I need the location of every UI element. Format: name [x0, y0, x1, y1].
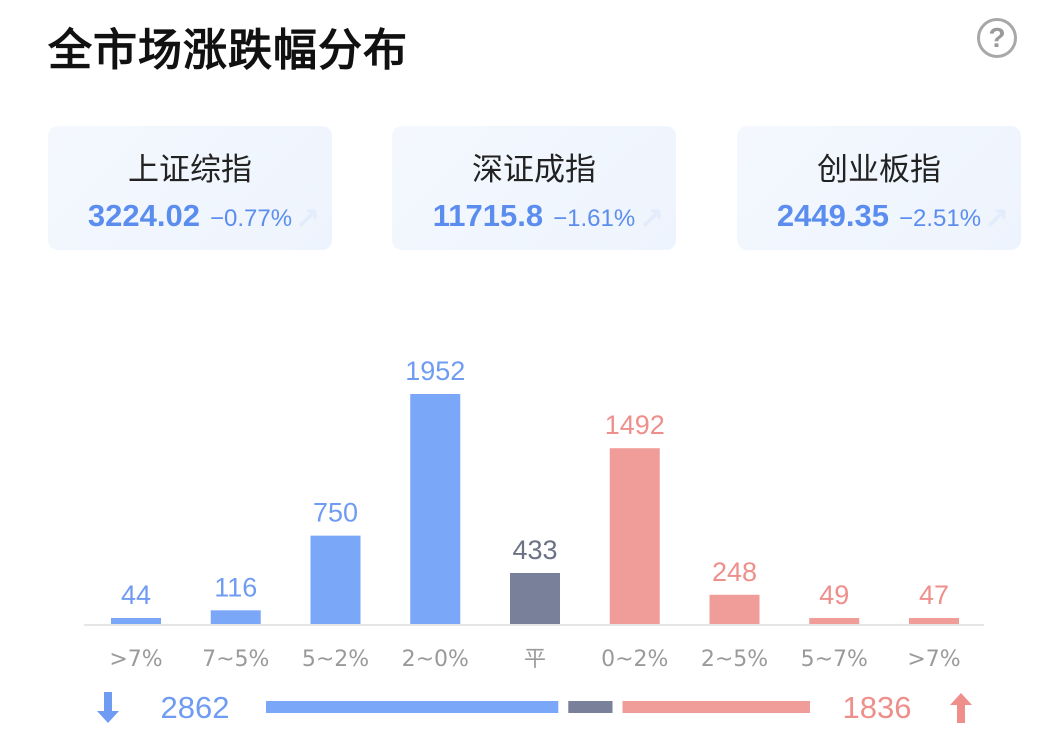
trend-watermark-icon: ↗ [983, 203, 1009, 236]
index-card-shenzhen[interactable]: 深证成指 11715.8 −1.61% ↗ [392, 126, 676, 250]
arrow-up-icon [950, 693, 972, 723]
category-label-5: 0~2% [601, 647, 668, 672]
category-label-0: >7% [109, 647, 162, 672]
page-title: 全市场涨跌幅分布 [48, 25, 408, 76]
up-total: 1836 [843, 690, 912, 725]
data-label-3: 1952 [405, 356, 465, 386]
data-label-6: 248 [712, 557, 757, 587]
bar-7 [809, 618, 860, 624]
category-label-1: 7~5% [202, 647, 269, 672]
data-label-0: 44 [121, 580, 151, 610]
data-label-1: 116 [214, 572, 257, 602]
index-change: −0.77% [209, 205, 293, 232]
bar-4 [510, 572, 560, 624]
index-value: 2449.35 [776, 198, 889, 233]
data-label-8: 47 [919, 580, 949, 610]
bar-0 [111, 618, 161, 624]
bar-5 [609, 448, 660, 624]
summary-bar-down [266, 701, 559, 713]
data-label-2: 750 [313, 498, 358, 528]
index-change: −1.61% [553, 205, 636, 232]
down-total: 2862 [161, 690, 230, 725]
data-label-5: 1492 [605, 410, 665, 440]
index-change: −2.51% [898, 205, 982, 232]
data-label-7: 49 [819, 580, 849, 610]
trend-watermark-icon: ↗ [294, 203, 320, 236]
category-label-4: 平 [524, 647, 546, 672]
index-card-chinext[interactable]: 创业板指 2449.35 −2.51% ↗ [737, 126, 1021, 250]
arrow-down-icon [97, 692, 119, 723]
trend-watermark-icon: ↗ [638, 203, 664, 236]
index-name: 创业板指 [817, 152, 941, 188]
summary-bar-up [622, 701, 810, 713]
bar-1 [210, 610, 261, 624]
bar-3 [410, 394, 461, 624]
bar-6 [709, 594, 760, 624]
index-name: 深证成指 [472, 152, 596, 188]
category-label-2: 5~2% [302, 647, 369, 672]
index-value: 3224.02 [87, 198, 200, 233]
question-circle-icon[interactable]: ? [977, 18, 1017, 58]
category-label-3: 2~0% [402, 647, 469, 672]
index-card-shanghai[interactable]: 上证综指 3224.02 −0.77% ↗ [48, 126, 332, 250]
bar-2 [310, 535, 361, 624]
data-label-4: 433 [512, 535, 557, 565]
category-label-7: 5~7% [801, 647, 868, 672]
bar-8 [909, 618, 959, 624]
category-label-8: >7% [907, 647, 960, 672]
category-label-6: 2~5% [701, 647, 768, 672]
summary-bar-flat [568, 701, 613, 713]
index-value: 11715.8 [432, 198, 544, 233]
index-name: 上证综指 [128, 152, 252, 188]
